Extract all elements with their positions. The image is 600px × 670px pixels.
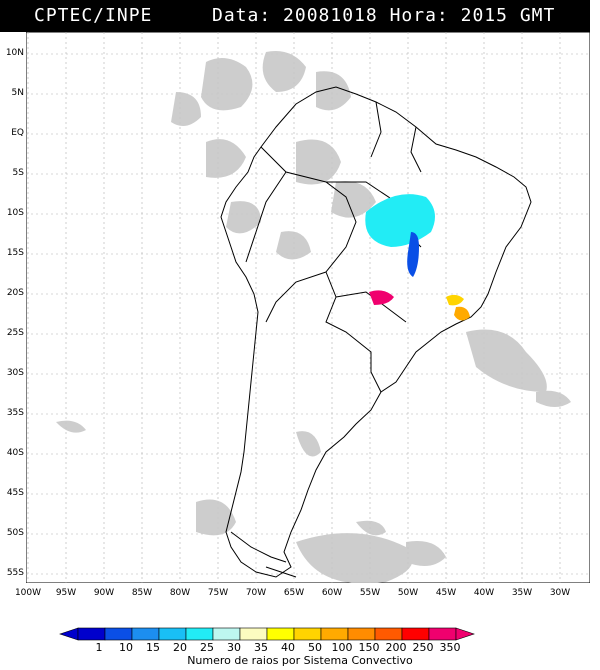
legend-swatch [131, 627, 160, 641]
lon-label: 70W [245, 588, 267, 598]
legend-value: 100 [331, 641, 353, 654]
lat-label: 10S [6, 208, 24, 218]
legend-value: 30 [227, 641, 241, 654]
legend-swatch [401, 627, 430, 641]
legend-value: 250 [412, 641, 434, 654]
hora-value: 2015 [460, 5, 508, 26]
cloud-cover [56, 51, 571, 583]
lon-label: 60W [321, 588, 343, 598]
system-cyan [365, 194, 435, 247]
lat-label: 45S [6, 488, 24, 498]
legend-value: 150 [358, 641, 380, 654]
lat-label: 5N [11, 88, 24, 98]
lat-label: 55S [6, 568, 24, 578]
lon-label: 65W [283, 588, 305, 598]
header-bar: CPTEC/INPE Data: 20081018 Hora: 2015 GMT [0, 0, 590, 32]
legend-value: 10 [119, 641, 133, 654]
lon-label: 95W [55, 588, 77, 598]
lat-label: 25S [6, 328, 24, 338]
lat-label: EQ [11, 128, 24, 138]
lon-label: 55W [359, 588, 381, 598]
system-yellow [446, 294, 464, 306]
lon-label: 35W [511, 588, 533, 598]
source-label: CPTEC/INPE [34, 5, 153, 26]
lon-label: 75W [207, 588, 229, 598]
legend-value: 25 [200, 641, 214, 654]
lat-labels: 10N 5N EQ 5S 10S 15S 20S 25S 30S 35S 40S… [0, 32, 26, 583]
lon-label: 100W [14, 588, 42, 598]
system-blue [407, 232, 419, 277]
lat-label: 20S [6, 288, 24, 298]
legend-value: 350 [439, 641, 461, 654]
legend-value: 50 [308, 641, 322, 654]
legend-arrow-right [455, 627, 475, 641]
convective-systems [365, 194, 470, 321]
legend-swatch [77, 627, 106, 641]
legend-value: 200 [385, 641, 407, 654]
lon-label: 85W [131, 588, 153, 598]
hora-label: Hora: [389, 5, 449, 26]
lat-label: 50S [6, 528, 24, 538]
map-svg [26, 32, 590, 583]
legend-swatch [374, 627, 403, 641]
legend-swatch [212, 627, 241, 641]
system-magenta [369, 290, 394, 305]
lon-label: 40W [473, 588, 495, 598]
lat-label: 5S [12, 168, 24, 178]
lon-label: 50W [397, 588, 419, 598]
legend-swatch [347, 627, 376, 641]
grid-lines [26, 32, 590, 583]
data-label: Data: [212, 5, 272, 26]
data-value: 20081018 [283, 5, 378, 26]
lon-label: 30W [549, 588, 571, 598]
legend-value: 35 [254, 641, 268, 654]
lat-label: 30S [6, 368, 24, 378]
legend-title: Numero de raios por Sistema Convectivo [187, 654, 413, 667]
lat-label: 35S [6, 408, 24, 418]
legend-swatch [239, 627, 268, 641]
timezone-label: GMT [519, 5, 556, 26]
datetime-label: Data: 20081018 Hora: 2015 GMT [212, 5, 555, 26]
lat-label: 15S [6, 248, 24, 258]
legend-swatch [320, 627, 349, 641]
legend-value: 15 [146, 641, 160, 654]
legend-swatch [266, 627, 295, 641]
legend-swatch [428, 627, 457, 641]
legend-value: 1 [95, 641, 103, 654]
lat-label: 40S [6, 448, 24, 458]
legend-value: 20 [173, 641, 187, 654]
legend-swatch [293, 627, 322, 641]
lat-label: 10N [5, 48, 24, 58]
map-area: 10N 5N EQ 5S 10S 15S 20S 25S 30S 35S 40S… [6, 32, 590, 583]
legend-value: 40 [281, 641, 295, 654]
legend-colorbar [59, 627, 475, 641]
lon-label: 80W [169, 588, 191, 598]
lon-label: 45W [435, 588, 457, 598]
legend-values: 1 10 15 20 25 30 35 40 50 100 150 200 25… [0, 641, 600, 654]
legend-swatch [104, 627, 133, 641]
system-orange [454, 306, 470, 321]
legend-arrow-left [59, 627, 79, 641]
map-border [26, 32, 590, 583]
legend-swatch [185, 627, 214, 641]
lon-label: 90W [93, 588, 115, 598]
legend-swatch [158, 627, 187, 641]
